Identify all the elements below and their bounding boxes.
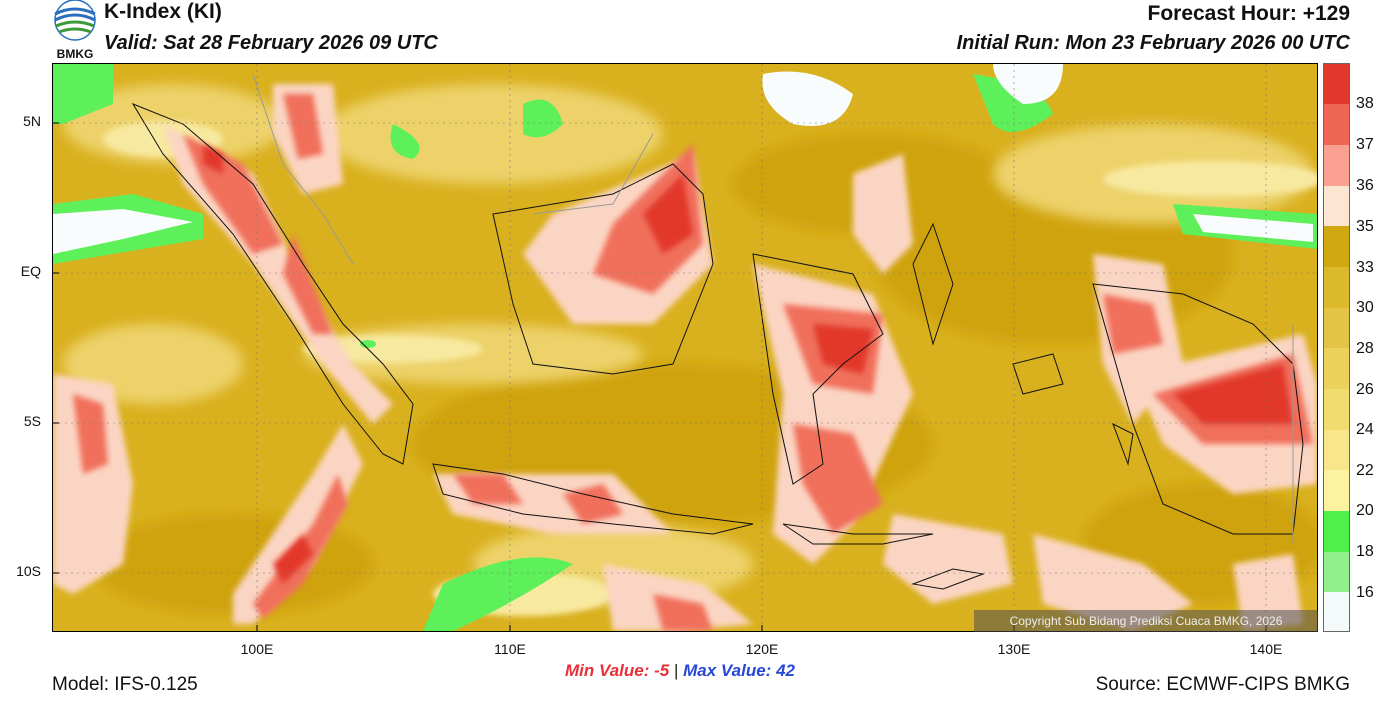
colorbar-segment — [1324, 430, 1349, 470]
source-label: Source: ECMWF-CIPS BMKG — [1095, 674, 1350, 695]
lat-tick-5n: 5N — [23, 113, 41, 129]
lat-tick-10s: 10S — [16, 563, 41, 579]
model-label: Model: IFS-0.125 — [52, 674, 198, 695]
colorbar-label-35: 35 — [1356, 218, 1374, 235]
national-borders — [252, 73, 1294, 544]
colorbar-segment — [1324, 267, 1349, 308]
lat-tick-5s: 5S — [23, 413, 41, 429]
logo-text: BMKG — [57, 47, 94, 61]
initial-run: Initial Run: Mon 23 February 2026 00 UTC — [956, 32, 1350, 54]
colorbar-label-20: 20 — [1356, 502, 1374, 519]
valid-time: Valid: Sat 28 February 2026 09 UTC — [104, 32, 438, 54]
colorbar-label-36: 36 — [1356, 177, 1374, 194]
colorbar-label-26: 26 — [1356, 381, 1374, 398]
colorbar-segment — [1324, 592, 1349, 631]
lon-tick-100e: 100E — [240, 641, 274, 657]
colorbar-label-37: 37 — [1356, 136, 1374, 153]
colorbar-segment — [1324, 226, 1349, 267]
colorbar-label-16: 16 — [1356, 584, 1374, 601]
colorbar — [1323, 63, 1350, 632]
graticule — [53, 64, 1317, 631]
min-value: -5 — [654, 661, 670, 680]
colorbar-segment — [1324, 104, 1349, 145]
copyright-notice: Copyright Sub Bidang Prediksi Cuaca BMKG… — [974, 610, 1318, 632]
colorbar-label-30: 30 — [1356, 299, 1374, 316]
colorbar-segment — [1324, 470, 1349, 511]
colorbar-segment — [1324, 308, 1349, 348]
min-max-separator: | — [673, 661, 679, 680]
max-value-red-areas — [203, 144, 1293, 584]
bmkg-logo: BMKG — [50, 0, 100, 62]
chart-title: K-Index (KI) — [104, 0, 222, 23]
colorbar-segment — [1324, 348, 1349, 389]
coastlines — [131, 102, 1304, 590]
k-index-map — [52, 63, 1318, 632]
lon-tick-130e: 130E — [997, 641, 1031, 657]
max-value-label: Max Value: — [683, 661, 772, 680]
colorbar-segment — [1324, 511, 1349, 552]
colorbar-segment — [1324, 145, 1349, 186]
colorbar-segment — [1324, 64, 1349, 104]
colorbar-segment — [1324, 389, 1349, 430]
lon-tick-120e: 120E — [745, 641, 779, 657]
forecast-hour: Forecast Hour: +129 — [1147, 2, 1351, 25]
colorbar-segment — [1324, 186, 1349, 226]
very-low-value-white-areas — [53, 64, 1313, 254]
colorbar-label-24: 24 — [1356, 421, 1374, 438]
lat-tick-eq: EQ — [20, 263, 41, 279]
colorbar-segment — [1324, 552, 1349, 592]
min-max-values: Min Value: -5 | Max Value: 42 — [565, 661, 795, 681]
min-value-label: Min Value: — [565, 661, 650, 680]
lon-tick-140e: 140E — [1249, 641, 1283, 657]
lon-tick-110e: 110E — [494, 641, 526, 657]
colorbar-label-33: 33 — [1356, 259, 1374, 276]
colorbar-label-38: 38 — [1356, 95, 1374, 112]
max-value: 42 — [776, 661, 795, 680]
colorbar-label-18: 18 — [1356, 543, 1374, 560]
colorbar-label-22: 22 — [1356, 462, 1374, 479]
colorbar-label-28: 28 — [1356, 340, 1374, 357]
